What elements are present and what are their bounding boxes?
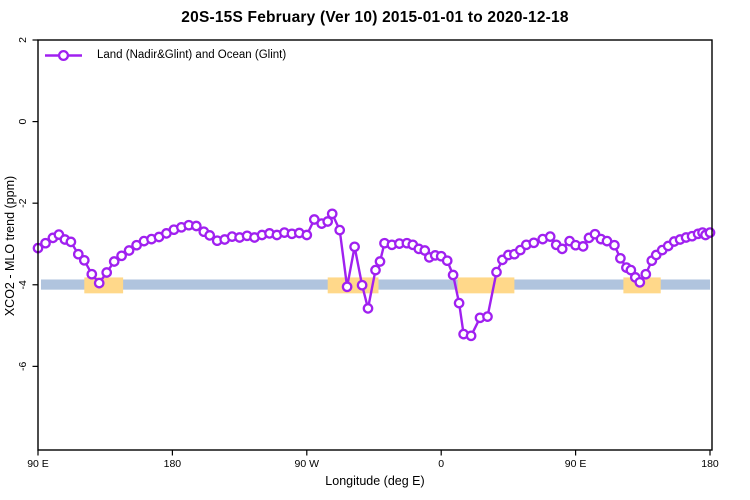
x-tick-label: 90 E — [27, 458, 49, 470]
data-point — [349, 241, 360, 253]
data-point — [65, 236, 77, 248]
data-point — [544, 231, 556, 242]
data-point — [123, 245, 135, 256]
data-point — [301, 229, 313, 241]
x-tick-label: 180 — [701, 458, 719, 470]
data-point — [577, 241, 589, 252]
data-point — [362, 303, 374, 314]
data-point — [453, 297, 465, 309]
legend-label: Land (Nadir&Glint) and Ocean (Glint) — [97, 48, 287, 61]
data-point — [556, 243, 568, 255]
data-point — [204, 230, 216, 241]
x-tick-label: 0 — [438, 458, 444, 470]
x-tick-label: 180 — [164, 458, 182, 470]
data-point — [491, 266, 502, 278]
data-point — [101, 267, 113, 278]
data-point — [322, 216, 334, 227]
data-point — [40, 237, 51, 249]
x-axis-title: Longitude (deg E) — [325, 474, 425, 488]
data-point — [528, 237, 540, 249]
data-point — [482, 311, 493, 322]
data-point — [625, 264, 637, 276]
data-point — [93, 277, 105, 289]
plot-box — [37, 39, 713, 451]
data-point — [326, 208, 338, 220]
x-tick-label: 90 E — [565, 458, 587, 470]
data-point — [341, 281, 353, 293]
data-point — [78, 254, 90, 266]
data-point — [190, 220, 202, 232]
y-tick-label: -6 — [17, 362, 29, 371]
data-point — [72, 248, 84, 260]
data-point — [615, 252, 626, 264]
data-point — [704, 227, 716, 238]
y-tick-label: -2 — [17, 198, 29, 207]
y-axis-title: XCO2 - MLO trend (ppm) — [3, 175, 17, 317]
land-band — [457, 277, 515, 294]
data-point — [465, 330, 477, 342]
legend-marker-icon — [57, 49, 70, 62]
data-point — [108, 256, 120, 267]
data-point — [374, 256, 386, 267]
data-point — [640, 268, 652, 280]
y-tick-label: -4 — [17, 280, 29, 289]
data-point — [86, 268, 98, 280]
data-point — [441, 255, 453, 267]
x-tick-label: 90 W — [295, 458, 320, 470]
data-point — [356, 279, 368, 291]
y-tick-label: 2 — [17, 37, 29, 43]
data-point — [634, 276, 646, 288]
data-point — [609, 239, 620, 251]
data-point — [334, 224, 346, 236]
chart-title: 20S-15S February (Ver 10) 2015-01-01 to … — [181, 9, 569, 26]
data-point — [447, 269, 459, 281]
y-tick-label: 0 — [17, 119, 29, 125]
data-point — [116, 250, 127, 262]
data-point — [370, 264, 381, 276]
